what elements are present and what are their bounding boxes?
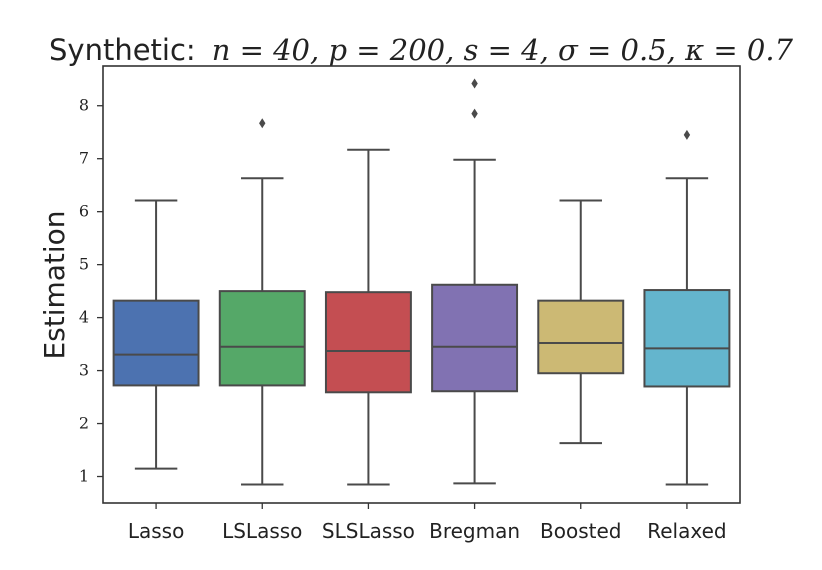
- box-boosted: [537, 299, 625, 375]
- box-lasso: [112, 299, 200, 387]
- outlier-marker: [683, 129, 691, 140]
- y-axis-label: Estimation: [38, 210, 71, 359]
- y-tick-label: 4: [79, 308, 89, 327]
- x-tick-label: Bregman: [429, 519, 520, 543]
- chart-title: Synthetic: n = 40, p = 200, s = 4, σ = 0…: [49, 33, 794, 67]
- axes-frame: [102, 65, 741, 504]
- x-tick-label: Lasso: [128, 519, 184, 543]
- outlier-marker: [471, 108, 478, 119]
- y-tick-label: 7: [79, 149, 89, 168]
- y-tick-label: 1: [79, 467, 89, 486]
- x-tick-label: Boosted: [540, 519, 621, 543]
- y-tick-label: 8: [79, 96, 89, 115]
- chart-title-prefix: Synthetic:: [49, 33, 196, 67]
- box-slslasso: [324, 291, 412, 394]
- box-bregman: [431, 283, 519, 393]
- plot-area: 1 2 3 4 5 6 7 8 Lasso LSLasso SLSLasso Bregman Boost…: [79, 65, 741, 543]
- y-tick-label: 2: [79, 414, 89, 433]
- outlier-marker: [259, 118, 266, 129]
- box-lslasso: [218, 290, 306, 387]
- outlier-marker: [471, 78, 478, 89]
- y-tick-label: 6: [79, 202, 89, 221]
- x-tick-label: Relaxed: [647, 519, 726, 543]
- box-relaxed: [643, 289, 731, 388]
- chart-title-params: n = 40, p = 200, s = 4, σ = 0.5, κ = 0.7: [212, 33, 794, 67]
- x-tick-label: SLSLasso: [322, 519, 415, 543]
- y-tick-label: 5: [79, 255, 89, 274]
- y-tick-label: 3: [79, 361, 89, 380]
- x-tick-label: LSLasso: [222, 519, 302, 543]
